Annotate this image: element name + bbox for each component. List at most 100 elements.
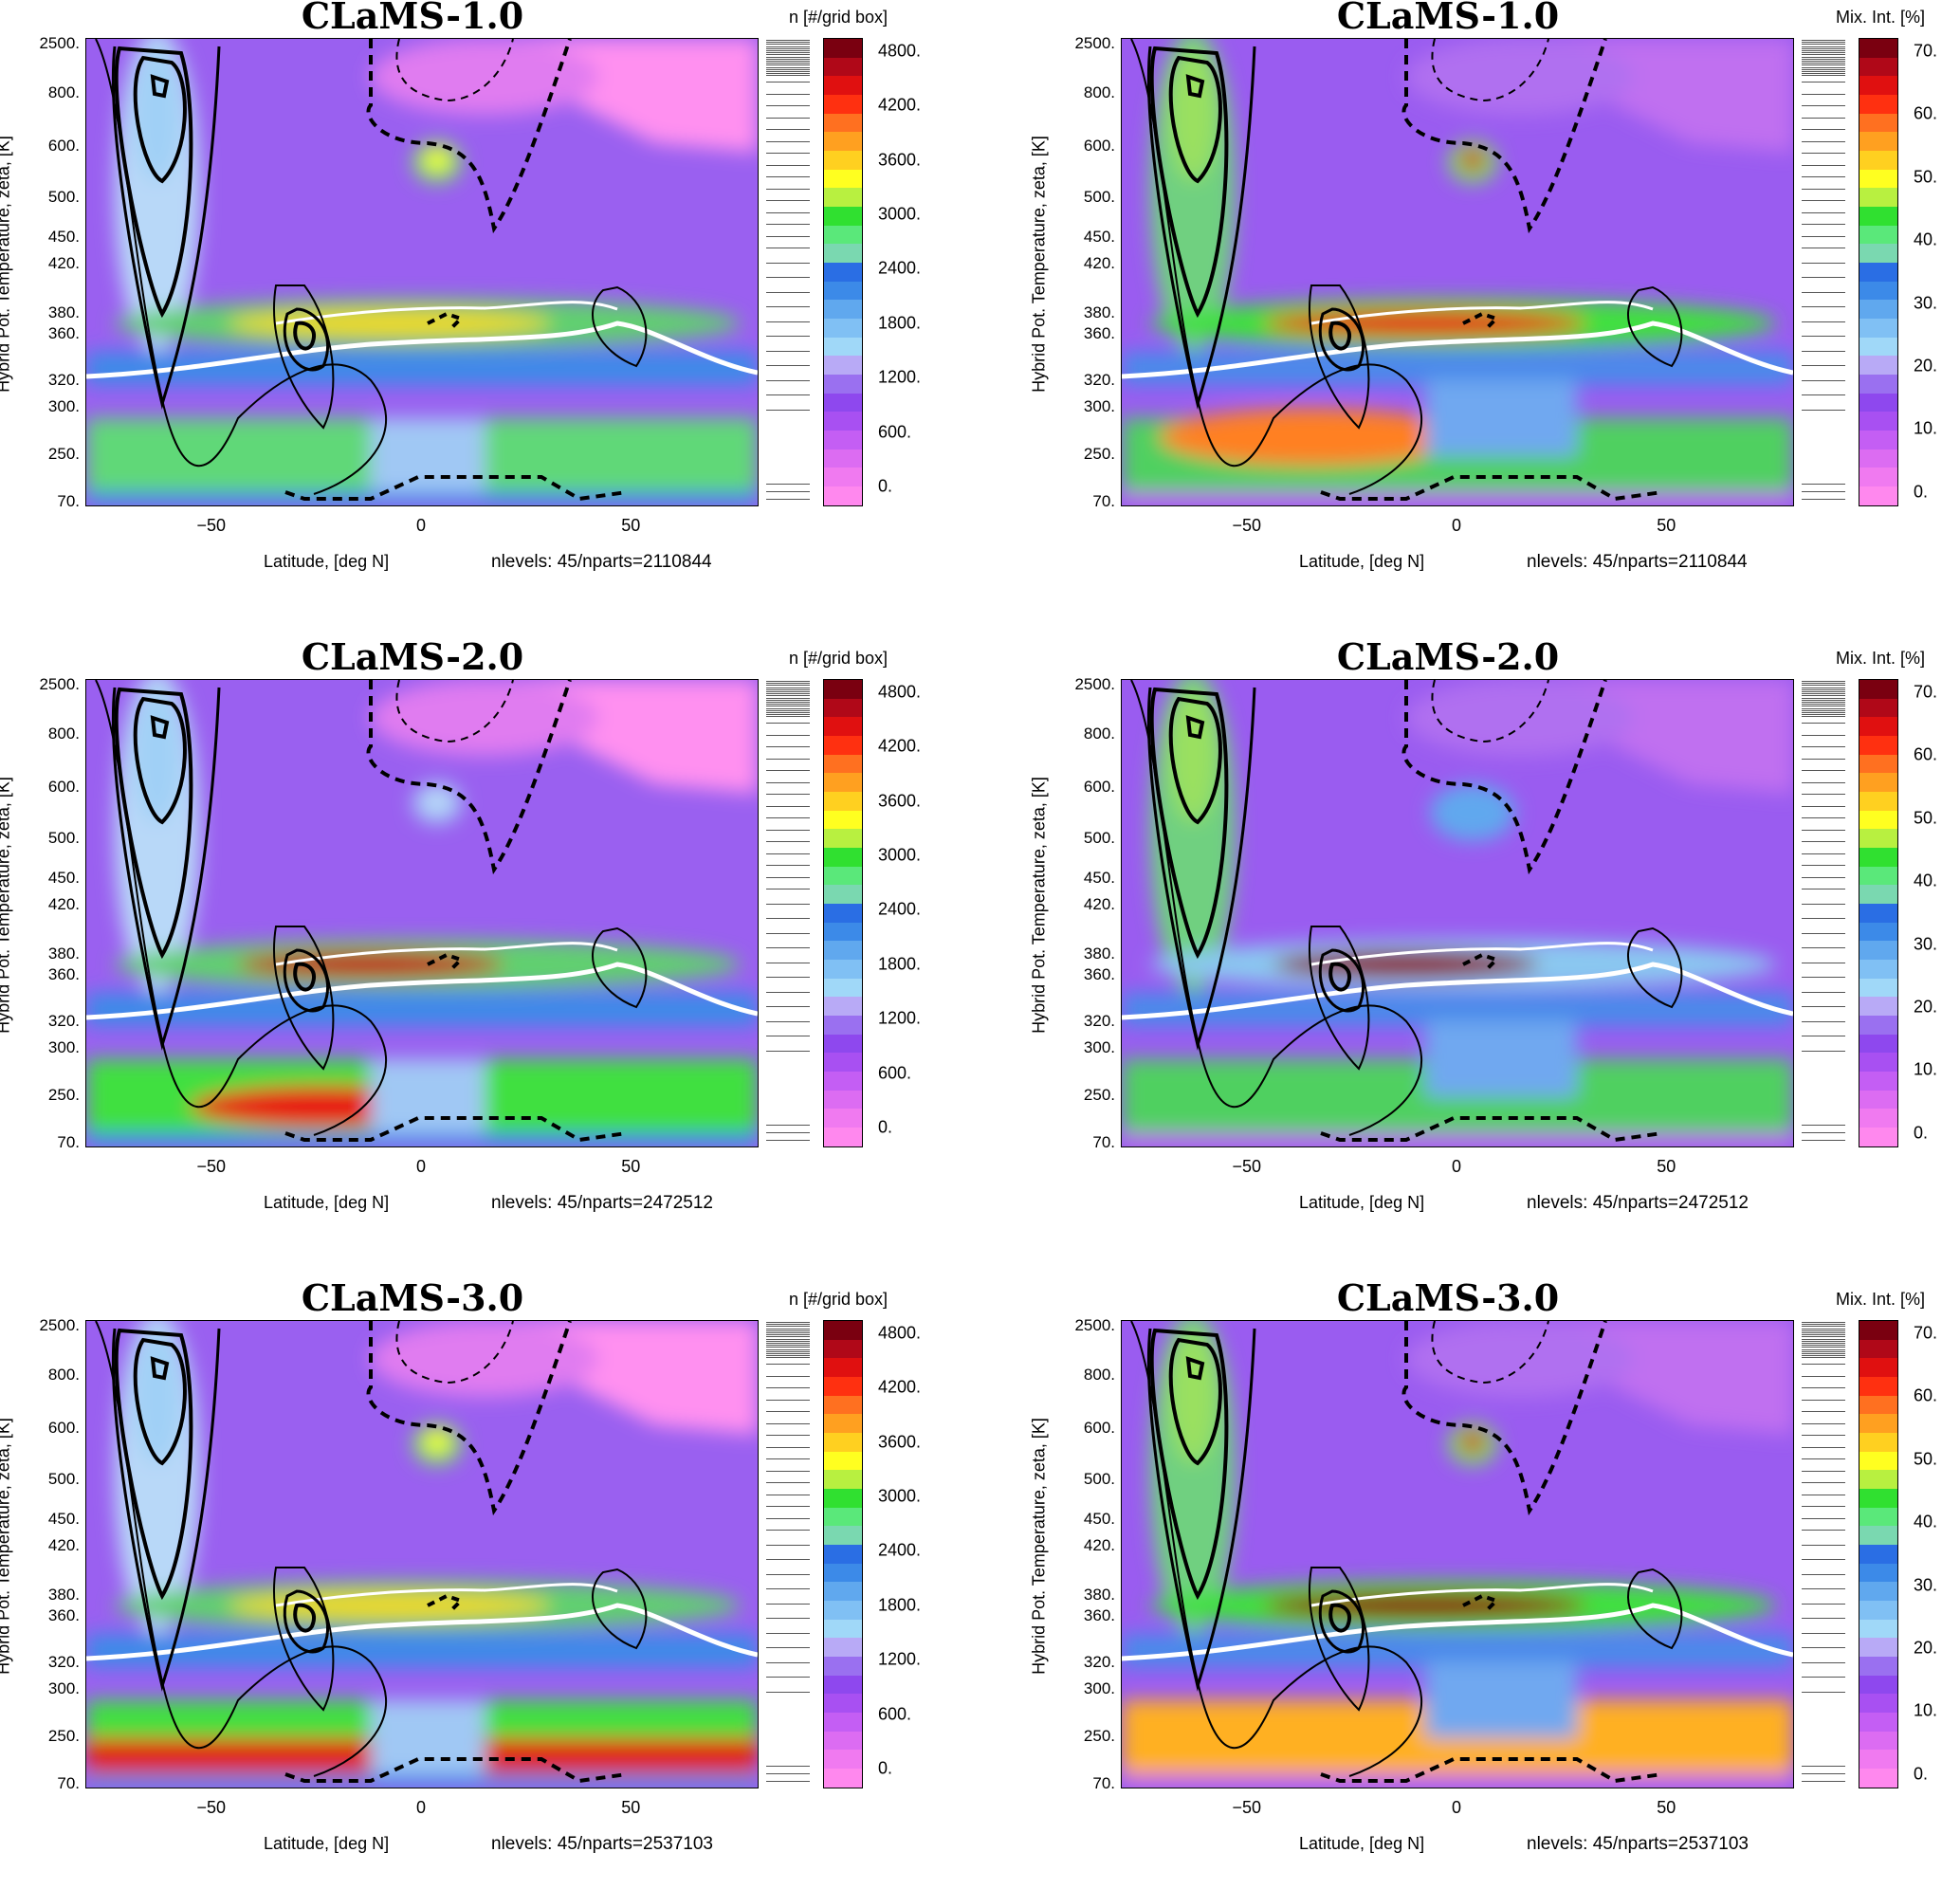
subtropical-jet-contour-outer [273,1567,335,1712]
easterly-contour-dashed [1401,39,1607,234]
chart-panel-p22: CLaMS-2.0 2500. 800. 600. 500. 450. 420. 380. 36… [1030,635,1960,1248]
lower-mid-gap [1425,1662,1577,1738]
small-dashed-contour [1462,952,1500,971]
northern-jet-contour [1627,926,1683,1009]
colorbar [823,679,863,1147]
y-tick-label: 450. [47,1510,80,1528]
colorbar-tick-label: 3000. [878,204,922,224]
y-tick-label: 70. [1092,1133,1115,1151]
x-axis-label: Latitude, [deg N] [264,1193,390,1212]
x-tick-label: −50 [196,516,227,535]
easterly-contour-dashed [366,1321,572,1516]
y-tick-label: 420. [47,254,80,272]
y-tick-label: 420. [47,1536,80,1554]
polar-jet-contour-1 [111,46,221,410]
subtropical-jet-contour-1 [1318,948,1365,1013]
y-tick-label: 500. [47,1470,80,1488]
polar-jet-contour-3 [133,1337,187,1466]
y-tick-label: 250. [47,1086,80,1104]
colorbar [823,38,863,506]
x-tick-label: 50 [621,516,641,535]
easterly-contour-dashed-inner [1431,1321,1549,1385]
tropopause-line-upper [1310,1583,1654,1607]
easterly-contour-dashed-inner [1431,39,1549,102]
easterly-contour-dashed-inner [1431,680,1549,743]
polar-jet-contour-1 [1146,687,1256,1051]
y-tick-label: 2500. [39,675,80,693]
polar-jet-contour-1 [111,687,221,1051]
plot-area [1121,38,1794,506]
colorbar-tick-label: 3600. [878,150,922,170]
y-tick-label: 360. [47,965,80,983]
easterly-contour-dashed [366,680,572,875]
colorbar-tick-label: 60. [1914,103,1938,123]
x-tick-label: 0 [1451,1157,1462,1176]
y-tick-label: 320. [1083,1012,1115,1030]
chart-panel-p11: CLaMS-1.0 2500. 800. 600. 500. 450. 420. 380. 36… [0,0,948,607]
contour-overlay [86,680,758,1143]
subtropical-jet-contour-2 [1328,962,1351,992]
contour-overlay [1122,680,1793,1143]
lower-dashed-contour [284,1757,628,1784]
plot-area [1121,679,1794,1147]
tropopause-line-upper [1310,942,1654,966]
nlevels-annotation: nlevels: 45/nparts=2110844 [1527,552,1748,572]
subtropical-jet-contour-1 [1318,1589,1365,1654]
polar-jet-contour-2 [1149,46,1229,319]
x-axis-label: Latitude, [deg N] [1299,1834,1425,1853]
colorbar [1859,38,1898,506]
colorbar-tick-label: 60. [1914,1385,1938,1405]
colorbar-tick-label: 0. [1914,1764,1929,1784]
x-tick-label: −50 [1232,1798,1262,1817]
colorbar-tick-label: 70. [1914,1323,1938,1343]
polar-jet-contour-4 [1185,74,1205,99]
subtropical-jet-contour-1 [283,307,330,372]
colorbar-tick-label: 4800. [878,41,922,61]
y-axis-label: Hybrid Pot. Temperature, zeta, [K] [0,777,13,1034]
colorbar-tick-label: 20. [1914,356,1938,376]
x-tick-label: 50 [621,1798,641,1817]
x-tick-label: 50 [621,1157,641,1176]
easterly-contour-dashed-inner [395,680,514,743]
heatmap-field [1122,39,1793,505]
easterly-contour-dashed [1401,680,1607,875]
polar-jet-contour-2 [114,1328,193,1601]
x-tick-label: 0 [415,1798,427,1817]
subtropical-jet-contour-outer [1309,284,1370,430]
plot-area [85,1320,759,1788]
subtropical-jet-contour-1 [283,1589,330,1654]
bottom-edge [1122,1133,1793,1146]
plot-area [1121,1320,1794,1788]
tropical-blob-core [1459,1432,1486,1453]
y-axis-label: Hybrid Pot. Temperature, zeta, [K] [1029,777,1049,1034]
easterly-contour-dashed [1401,1321,1607,1516]
subtropical-jet-contour-2 [293,1603,316,1633]
subtropical-jet-contour-1 [1318,307,1365,372]
y-tick-label: 300. [47,1679,80,1697]
y-tick-label: 320. [1083,1653,1115,1671]
nlevels-annotation: nlevels: 45/nparts=2472512 [1527,1193,1749,1213]
northern-jet-contour [592,285,648,368]
bottom-edge [1122,492,1793,505]
y-tick-label: 2500. [39,34,80,52]
y-tick-label: 420. [47,895,80,913]
bottom-edge [86,492,758,505]
colorbar-tick-label: 3600. [878,1432,922,1452]
tropical-blob-core [424,1432,450,1453]
tropopause-core [1264,310,1586,337]
heatmap-field [86,39,758,505]
colorbar-title: n [#/grid box] [789,1290,888,1309]
colorbar-tick-label: 50. [1914,1449,1938,1469]
tropopause-line-upper [275,1583,618,1607]
colorbar-tick-label: 40. [1914,1512,1938,1531]
colorbar-tick-label: 1800. [878,313,922,333]
colorbar-tick-label: 30. [1914,934,1938,954]
y-tick-label: 450. [1083,869,1115,887]
y-tick-label: 70. [57,492,80,510]
y-tick-label: 360. [47,324,80,342]
x-tick-label: −50 [1232,516,1262,535]
y-tick-label: 320. [47,371,80,389]
polar-jet-contour-outer [1130,680,1423,1136]
y-tick-label: 600. [47,778,80,796]
colorbar-title: n [#/grid box] [789,649,888,668]
